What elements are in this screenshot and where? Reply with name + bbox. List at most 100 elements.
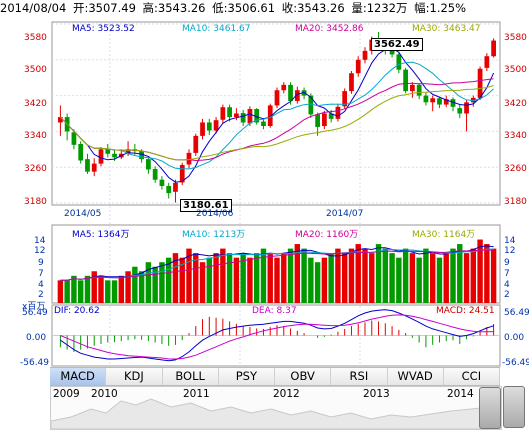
candle-body [254, 109, 260, 123]
tab-kdj[interactable]: KDJ [106, 368, 163, 385]
candle-body [179, 164, 185, 183]
volume-bar [98, 275, 104, 303]
volume-bar [267, 253, 273, 303]
timeline-right-handle[interactable] [503, 386, 525, 428]
volume-bar [84, 275, 91, 303]
vol-ma10-legend: MA10: 1213万 [182, 230, 246, 240]
candle-body [450, 99, 456, 107]
volume-bar [409, 253, 416, 303]
price-ytick-right: 3180 [504, 197, 527, 207]
tab-psy[interactable]: PSY [218, 368, 275, 385]
quote-change: 幅:1.25% [414, 1, 467, 15]
volume-bar [348, 248, 355, 303]
vol-ytick-left: 14 [34, 236, 46, 246]
ma5-legend: MA5: 3523.52 [72, 24, 135, 34]
volume-bar [477, 239, 483, 303]
volume-bar [159, 262, 165, 303]
candle-body [294, 90, 300, 101]
volume-bar [429, 253, 436, 303]
tab-wvad[interactable]: WVAD [387, 368, 444, 385]
candle-body [213, 120, 219, 131]
indicator-tabs: MACD KDJ BOLL PSY OBV RSI WVAD CCI [50, 367, 500, 386]
timeline-year: 2013 [363, 388, 390, 400]
candle-body [396, 54, 402, 70]
vol-ma5-legend: MA5: 1364万 [72, 230, 130, 240]
candle-body [247, 109, 253, 124]
candle-body [159, 179, 165, 186]
candle-body [342, 91, 348, 107]
dif-legend: DIF: 20.62 [54, 306, 100, 316]
tab-macd[interactable]: MACD [50, 368, 107, 385]
tab-cci[interactable]: CCI [443, 368, 500, 385]
volume-bar [396, 257, 402, 303]
timeline-left-handle[interactable] [479, 387, 501, 429]
candle-body [166, 185, 172, 194]
volume-bar [402, 248, 409, 303]
candle-body [437, 98, 442, 105]
vol-unit: x百万 [22, 302, 46, 312]
volume-bar [105, 280, 111, 303]
volume-bar [321, 257, 328, 303]
volume-bar [64, 280, 70, 303]
volume-bar [247, 257, 253, 303]
price-ytick-right: 3500 [504, 65, 527, 75]
volume-bar [369, 253, 375, 303]
volume-bar [375, 244, 382, 303]
candle-body [267, 105, 273, 127]
candle-body [288, 84, 293, 101]
ma10-legend: MA10: 3461.67 [182, 24, 251, 34]
tab-rsi[interactable]: RSI [331, 368, 388, 385]
volume-bar [416, 257, 422, 303]
quote-date: 2014/08/04 [0, 1, 67, 15]
candle-body [173, 182, 178, 192]
candle-body [281, 84, 287, 91]
candle-body [186, 152, 192, 165]
volume-bar [335, 248, 341, 303]
candle-body [71, 132, 77, 145]
quote-high: 高:3543.26 [142, 1, 206, 15]
ma20-legend: MA20: 3452.86 [295, 24, 364, 34]
volume-bar [328, 253, 334, 303]
candle-body [98, 149, 104, 164]
candle-body [206, 122, 212, 131]
volume-bar [91, 271, 97, 303]
macd-ytick-left: 56.49 [22, 308, 48, 318]
high-callout: 3562.49 [371, 38, 423, 51]
timeline-year: 2010 [91, 388, 118, 400]
candle-body [403, 69, 408, 92]
vol-ytick-left: 12 [34, 246, 46, 256]
volume-bar [253, 253, 260, 303]
volume-bar [484, 244, 490, 303]
volume-bar [382, 248, 389, 303]
vol-ytick-left: 4 [38, 280, 44, 290]
candle-body [315, 114, 320, 127]
volume-bar [457, 244, 463, 303]
candle-body [227, 107, 232, 118]
vol-ma20-line [60, 249, 494, 281]
timeline-year: 2014 [447, 388, 474, 400]
candle-body [58, 117, 63, 123]
timeline-navigator[interactable]: 2009 2010 2011 2012 2013 2014 [50, 386, 502, 430]
volume-bar [179, 257, 185, 303]
vol-ytick-right: 7 [504, 269, 510, 279]
ma30-line [60, 85, 494, 161]
volume-bar [145, 262, 152, 303]
volume-bar [274, 257, 280, 303]
tab-boll[interactable]: BOLL [162, 368, 219, 385]
candle-body [125, 149, 131, 154]
quote-close: 收:3543.26 [281, 1, 345, 15]
candle-body [91, 163, 97, 172]
volume-bar [206, 257, 213, 303]
candle-body [78, 143, 84, 161]
volume-bar [389, 253, 395, 303]
candle-body [322, 113, 327, 127]
dif-line [60, 309, 494, 362]
volume-bar [470, 248, 477, 303]
quote-low: 低:3506.61 [212, 1, 276, 15]
low-callout: 3180.61 [180, 199, 232, 212]
candle-body [85, 159, 90, 172]
tab-obv[interactable]: OBV [275, 368, 332, 385]
candle-body [416, 84, 422, 96]
candle-body [430, 98, 436, 103]
